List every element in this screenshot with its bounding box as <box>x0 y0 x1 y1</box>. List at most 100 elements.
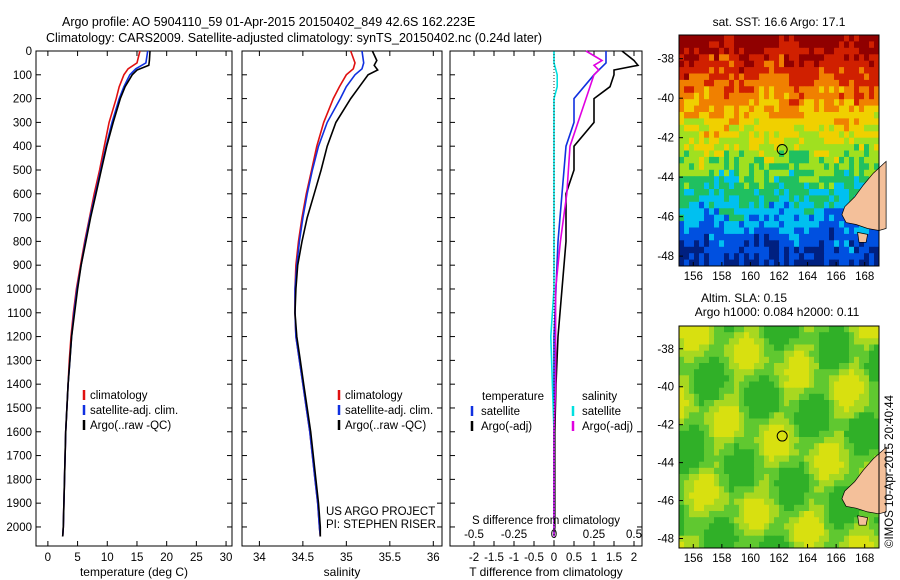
y-tick-label: -48 <box>657 251 674 263</box>
y-tick-label: -38 <box>657 54 674 66</box>
map-title: sat. SST: 16.6 Argo: 17.1 <box>713 15 846 29</box>
x-tick-label: 162 <box>769 271 788 283</box>
x-tick-label: 34 <box>253 552 266 564</box>
legend-label: Argo(-adj) <box>582 421 633 433</box>
series-line-argo-raw-qc- <box>294 50 379 537</box>
legend-label: satellite <box>582 406 621 418</box>
land-stewart-island <box>857 231 869 243</box>
y-tick-label: 300 <box>13 117 32 129</box>
panel-temperature: 0 5 10 15 20 25 300100200300400500600700800900… <box>6 46 233 579</box>
x-tick-label: 2 <box>631 552 637 564</box>
panel-salinity: 34 34.5 35 35.5 36 salinity climatology satelli… <box>241 50 443 579</box>
x-axis-label: T difference from climatology <box>469 565 623 579</box>
y-tick-label: 500 <box>13 165 32 177</box>
y-tick-label: 400 <box>13 141 32 153</box>
argo-float-marker <box>776 144 788 156</box>
x-tick-label: 162 <box>769 553 788 565</box>
y-tick-label: 1100 <box>7 308 32 320</box>
y-tick-label: 1900 <box>6 498 32 510</box>
s-tick-label: -0.5 <box>464 529 484 541</box>
plot-frame <box>241 50 443 547</box>
s-axis-label: S difference from climatology <box>472 515 620 527</box>
map-field <box>679 326 880 549</box>
x-tick-label: -0.5 <box>524 552 544 564</box>
legend-label: climatology <box>345 390 403 402</box>
x-tick-label: 0 <box>45 552 51 564</box>
x-tick-label: 25 <box>190 552 203 564</box>
s-tick-label: 0.25 <box>583 529 605 541</box>
legend-label: Argo(-adj) <box>481 421 532 433</box>
series-line-satellite-adj-clim- <box>294 50 365 537</box>
profile-panels: 0 5 10 15 20 25 300100200300400500600700800900… <box>6 46 643 579</box>
land-stewart-island <box>857 515 869 526</box>
y-tick-label: 1800 <box>6 474 32 486</box>
x-tick-label: 15 <box>131 552 144 564</box>
s-tick-label: 0.5 <box>626 529 642 541</box>
annotation-project: US ARGO PROJECT <box>326 506 435 518</box>
argo-float-marker <box>776 430 788 442</box>
x-tick-label: 1 <box>591 552 597 564</box>
series-line-argo-raw-qc- <box>61 50 151 537</box>
legend-label: satellite <box>481 406 520 418</box>
x-axis-label: temperature (deg C) <box>80 565 188 579</box>
y-tick-label: -42 <box>657 133 674 145</box>
plot-frame <box>449 50 643 547</box>
x-tick-label: 156 <box>684 553 703 565</box>
land-new-zealand <box>841 446 887 515</box>
header-line-2: Climatology: CARS2009. Satellite-adjuste… <box>46 31 542 45</box>
x-tick-label: 5 <box>74 552 80 564</box>
legend-label: satellite-adj. clim. <box>90 405 178 417</box>
y-tick-label: -48 <box>657 534 674 546</box>
land-new-zealand <box>841 160 887 231</box>
y-tick-label: 1300 <box>6 355 32 367</box>
x-tick-label: 160 <box>741 271 760 283</box>
y-tick-label: -44 <box>657 458 674 470</box>
y-tick-label: -46 <box>657 496 674 508</box>
y-tick-label: -38 <box>657 344 674 356</box>
x-tick-label: 168 <box>855 271 874 283</box>
annotation-pi: PI: STEPHEN RISER <box>326 519 436 531</box>
header-line-1: Argo profile: AO 5904110_59 01-Apr-2015 … <box>62 15 475 29</box>
x-tick-label: -2 <box>469 552 479 564</box>
y-tick-label: 900 <box>13 260 32 272</box>
legend-label: Argo(..raw -QC) <box>345 420 426 432</box>
panel-difference: -2 -1.5 -1 -0.5 0 0.5 1 1.5 2 T difference from c… <box>449 50 643 579</box>
map-sst-map: 156 158 160 162 164 166 168 -38 -40 -42 -44 -46 -48 s… <box>657 15 887 283</box>
y-tick-label: 0 <box>26 46 32 58</box>
map-panels: 156 158 160 162 164 166 168 -38 -40 -42 -44 -46 -48 s… <box>657 15 887 565</box>
legend-label: Argo(..raw -QC) <box>90 420 171 432</box>
plot-frame <box>35 50 233 547</box>
y-tick-label: 1400 <box>6 379 32 391</box>
x-tick-label: 0 <box>551 552 557 564</box>
x-tick-label: 36 <box>427 552 440 564</box>
x-tick-label: 156 <box>684 271 703 283</box>
y-tick-label: 1000 <box>6 284 32 296</box>
x-tick-label: 166 <box>827 271 846 283</box>
s-tick-label: -0.25 <box>501 529 527 541</box>
x-tick-label: -1 <box>509 552 519 564</box>
y-tick-label: -40 <box>657 382 674 394</box>
x-tick-label: 1.5 <box>606 552 622 564</box>
x-axis-label: salinity <box>324 565 361 579</box>
y-tick-label: 700 <box>13 213 32 225</box>
legend-label: satellite-adj. clim. <box>345 405 433 417</box>
x-tick-label: -1.5 <box>484 552 504 564</box>
y-tick-label: 100 <box>13 70 32 82</box>
y-tick-label: -46 <box>657 212 674 224</box>
x-tick-label: 160 <box>741 553 760 565</box>
x-tick-label: 10 <box>101 552 114 564</box>
x-tick-label: 158 <box>712 553 731 565</box>
y-tick-label: 1500 <box>6 403 32 415</box>
x-tick-label: 35.5 <box>379 552 401 564</box>
y-tick-label: 600 <box>13 189 32 201</box>
y-tick-label: 1700 <box>6 451 32 463</box>
map-field <box>679 35 880 267</box>
y-tick-label: 200 <box>13 94 32 106</box>
y-tick-label: 1200 <box>6 332 32 344</box>
x-tick-label: 168 <box>855 553 874 565</box>
y-tick-label: 2000 <box>6 522 32 534</box>
map-subtitle: Argo h1000: 0.084 h2000: 0.11 <box>695 305 860 319</box>
x-tick-label: 30 <box>220 552 233 564</box>
y-tick-label: 800 <box>13 236 32 248</box>
